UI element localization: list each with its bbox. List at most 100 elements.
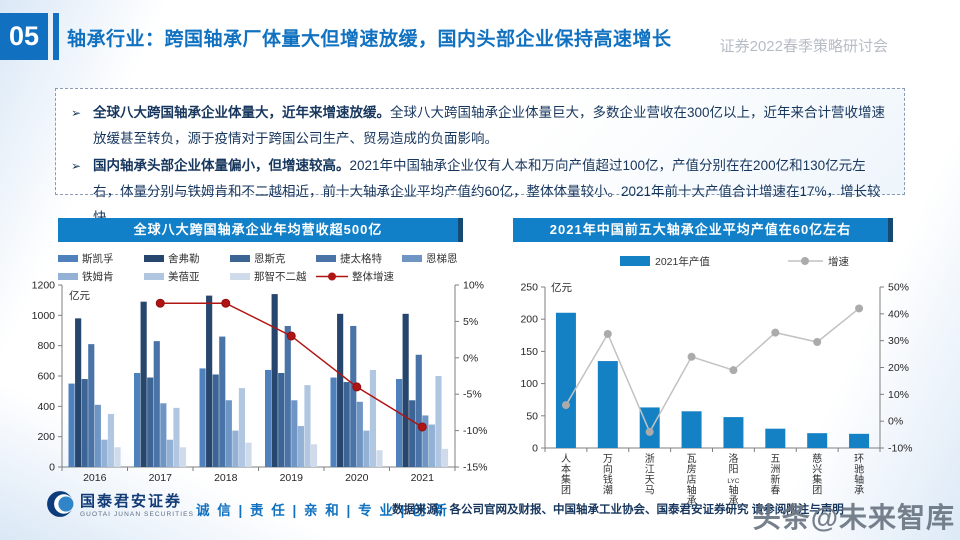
svg-text:江: 江	[645, 464, 655, 476]
svg-text:LYC: LYC	[727, 478, 739, 485]
svg-text:房: 房	[687, 463, 697, 476]
svg-text:250: 250	[520, 282, 538, 294]
svg-text:团: 团	[561, 485, 571, 497]
svg-text:100: 100	[520, 378, 538, 390]
svg-text:集: 集	[561, 473, 571, 486]
svg-text:轴: 轴	[728, 484, 738, 497]
slide-number-badge: 05	[0, 13, 48, 60]
logo-name-en: GUOTAI JUNAN SECURITIES	[80, 511, 195, 518]
svg-text:0%: 0%	[888, 416, 903, 428]
svg-text:30%: 30%	[888, 335, 909, 347]
title-separator-bar	[53, 13, 59, 60]
svg-text:天: 天	[645, 475, 655, 486]
svg-text:恩梯恩: 恩梯恩	[426, 252, 458, 265]
svg-text:亿元: 亿元	[551, 281, 572, 294]
page-watermark: 头条@未来智库	[752, 502, 955, 533]
svg-text:慈: 慈	[812, 452, 822, 465]
svg-text:春: 春	[770, 485, 780, 497]
svg-text:0%: 0%	[463, 352, 478, 364]
company-slogan: 诚 信 | 责 任 | 亲 和 | 专 业 | 创 新	[196, 503, 449, 518]
svg-text:40%: 40%	[888, 308, 909, 320]
svg-text:舍弗勒: 舍弗勒	[168, 252, 200, 265]
svg-text:店: 店	[687, 473, 697, 486]
logo-name-cn: 国泰君安证券	[80, 493, 183, 510]
svg-text:400: 400	[37, 401, 55, 413]
bullet-text: 全球八大跨国轴承企业体量大，近年来增速放缓。全球八大跨国轴承企业体量巨大，多数企…	[93, 105, 886, 146]
data-source-note: 数据来源：各公司官网及财报、中国轴承工业协会、国泰君安证券研究 请参阅附注与声明	[392, 504, 844, 516]
svg-text:0: 0	[49, 462, 55, 474]
svg-text:10%: 10%	[463, 280, 484, 292]
svg-text:-10%: -10%	[888, 443, 913, 455]
bullet-item: ➢ 全球八大跨国轴承企业体量大，近年来增速放缓。全球八大跨国轴承企业体量巨大，多…	[71, 100, 887, 152]
svg-text:整体增速: 整体增速	[352, 270, 394, 283]
svg-text:向: 向	[603, 463, 613, 476]
svg-text:承: 承	[728, 495, 738, 507]
company-logo: 国泰君安证券 GUOTAI JUNAN SECURITIES	[46, 490, 194, 518]
svg-text:洛: 洛	[728, 452, 738, 465]
svg-text:那智不二越: 那智不二越	[254, 270, 307, 283]
svg-text:0: 0	[532, 443, 538, 455]
svg-text:2020: 2020	[345, 472, 369, 484]
svg-text:2018: 2018	[214, 472, 238, 484]
svg-text:200: 200	[37, 431, 55, 443]
svg-text:铁姆肯: 铁姆肯	[82, 270, 114, 283]
svg-text:150: 150	[520, 346, 538, 358]
svg-text:本: 本	[561, 463, 571, 476]
svg-text:环: 环	[854, 454, 864, 465]
svg-text:驰: 驰	[854, 463, 864, 476]
svg-text:-15%: -15%	[463, 462, 488, 474]
svg-text:2016: 2016	[83, 472, 107, 484]
svg-text:承: 承	[687, 495, 697, 507]
svg-text:2019: 2019	[280, 472, 304, 484]
right-chart-title: 2021年中国前五大轴承企业平均产值在60亿左右	[513, 218, 893, 242]
svg-text:2021年产值: 2021年产值	[655, 255, 710, 268]
bullet-text: 国内轴承头部企业体量偏小，但增速较高。2021年中国轴承企业仅有人本和万向产值超…	[93, 158, 881, 225]
china-bearing-output-chart: 2021年产值 增速 0 50 100 150 200 250 -10% 0% 10% 20% 30% 4…	[520, 255, 913, 507]
svg-text:800: 800	[37, 340, 55, 352]
svg-text:20%: 20%	[888, 362, 909, 374]
svg-text:斯凯孚: 斯凯孚	[82, 252, 114, 265]
summary-bullet-box: ➢ 全球八大跨国轴承企业体量大，近年来增速放缓。全球八大跨国轴承企业体量巨大，多…	[55, 88, 905, 225]
svg-text:人: 人	[561, 453, 571, 465]
bullet-arrow-icon: ➢	[71, 159, 82, 173]
svg-text:恩斯克: 恩斯克	[254, 252, 286, 265]
svg-text:五: 五	[770, 454, 780, 465]
svg-text:10%: 10%	[888, 389, 909, 401]
svg-text:2021: 2021	[411, 472, 435, 484]
svg-text:潮: 潮	[603, 484, 613, 497]
svg-text:浙: 浙	[645, 453, 655, 465]
header-watermark: 证券2022春季策略研讨会	[719, 38, 888, 55]
svg-text:新: 新	[770, 473, 780, 486]
svg-text:1000: 1000	[32, 310, 56, 322]
svg-text:钱: 钱	[603, 473, 613, 486]
svg-text:捷太格特: 捷太格特	[340, 252, 382, 265]
svg-text:阳: 阳	[728, 464, 738, 476]
svg-text:600: 600	[37, 371, 55, 383]
guotai-junan-logo-icon	[47, 491, 74, 517]
svg-text:5%: 5%	[463, 316, 478, 328]
svg-text:团: 团	[812, 485, 822, 497]
bullet-arrow-icon: ➢	[71, 106, 82, 120]
left-chart-title: 全球八大跨国轴承企业年均营收超500亿	[58, 218, 463, 242]
svg-text:-10%: -10%	[463, 425, 488, 437]
svg-text:承: 承	[854, 485, 864, 497]
svg-text:亿元: 亿元	[69, 289, 90, 302]
svg-text:洲: 洲	[770, 464, 780, 476]
page-title: 轴承行业：跨国轴承厂体量大但增速放缓，国内头部企业保持高速增长	[67, 29, 672, 50]
svg-text:美蓓亚: 美蓓亚	[168, 270, 200, 283]
svg-text:集: 集	[812, 473, 822, 486]
svg-text:轴: 轴	[687, 484, 697, 497]
svg-text:2017: 2017	[149, 472, 173, 484]
svg-text:万: 万	[603, 454, 613, 465]
svg-text:增速: 增速	[828, 255, 849, 268]
svg-text:50: 50	[526, 410, 538, 422]
svg-text:1200: 1200	[32, 280, 56, 292]
logo-text: 国泰君安证券 GUOTAI JUNAN SECURITIES	[80, 490, 194, 518]
svg-text:轴: 轴	[854, 473, 864, 486]
svg-text:200: 200	[520, 314, 538, 326]
svg-text:兴: 兴	[812, 464, 822, 476]
svg-text:-5%: -5%	[463, 389, 482, 401]
svg-text:马: 马	[645, 485, 655, 497]
svg-text:瓦: 瓦	[687, 454, 697, 465]
